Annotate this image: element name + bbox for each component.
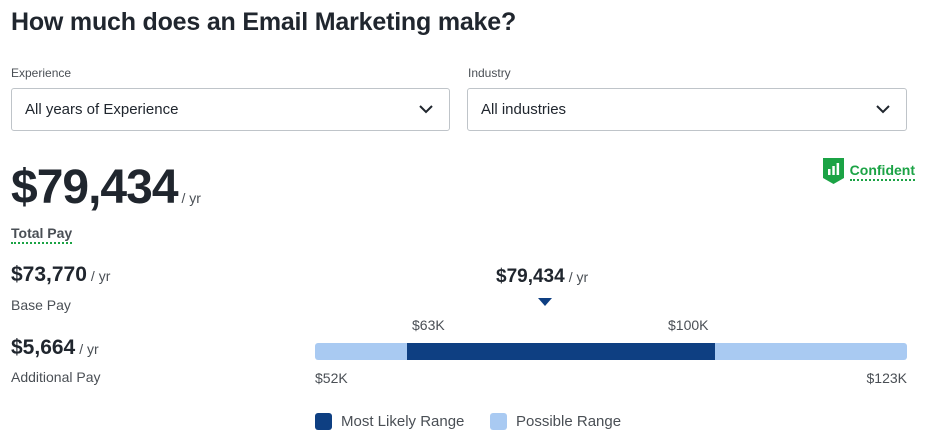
legend-swatch-possible — [490, 413, 507, 430]
legend-swatch-most-likely — [315, 413, 332, 430]
legend-most-likely-label: Most Likely Range — [341, 413, 465, 430]
chevron-down-icon — [419, 105, 433, 114]
legend-possible-label: Possible Range — [516, 413, 622, 430]
confidence-label: Confident — [849, 162, 915, 181]
base-pay-label: Base Pay — [11, 297, 71, 313]
chevron-down-icon — [876, 105, 890, 114]
possible-low-label: $52K — [315, 370, 348, 386]
legend-most-likely: Most Likely Range — [315, 413, 464, 430]
median-marker-label: $79,434 / yr — [496, 266, 588, 288]
experience-select-value: All years of Experience — [25, 101, 179, 118]
additional-pay: $5,664 / yr — [11, 336, 99, 360]
experience-select[interactable]: All years of Experience — [11, 88, 450, 131]
median-amount: $79,434 — [496, 266, 565, 287]
total-pay-amount: $79,434 — [11, 161, 179, 214]
most-likely-high-label: $100K — [668, 317, 709, 333]
total-pay-period: / yr — [181, 190, 201, 206]
additional-pay-period: / yr — [79, 341, 99, 357]
base-pay-amount: $73,770 — [11, 263, 87, 286]
legend-possible: Possible Range — [490, 413, 621, 430]
total-pay-label[interactable]: Total Pay — [11, 225, 73, 244]
most-likely-low-label: $63K — [412, 317, 445, 333]
additional-pay-label: Additional Pay — [11, 369, 101, 385]
industry-select-value: All industries — [481, 101, 567, 118]
possible-high-label: $123K — [866, 370, 907, 386]
total-pay: $79,434 / yr — [11, 160, 201, 215]
confidence-indicator[interactable]: Confident — [822, 158, 915, 184]
shield-chart-icon — [822, 158, 844, 184]
base-pay: $73,770 / yr — [11, 263, 110, 287]
page-title: How much does an Email Marketing make? — [11, 8, 517, 36]
additional-pay-amount: $5,664 — [11, 336, 76, 359]
median-arrow-icon — [538, 298, 552, 306]
industry-select[interactable]: All industries — [467, 88, 907, 131]
experience-label: Experience — [11, 66, 72, 80]
base-pay-period: / yr — [90, 268, 111, 284]
industry-label: Industry — [468, 66, 511, 80]
median-period: / yr — [568, 269, 589, 285]
most-likely-range-bar — [406, 343, 716, 360]
